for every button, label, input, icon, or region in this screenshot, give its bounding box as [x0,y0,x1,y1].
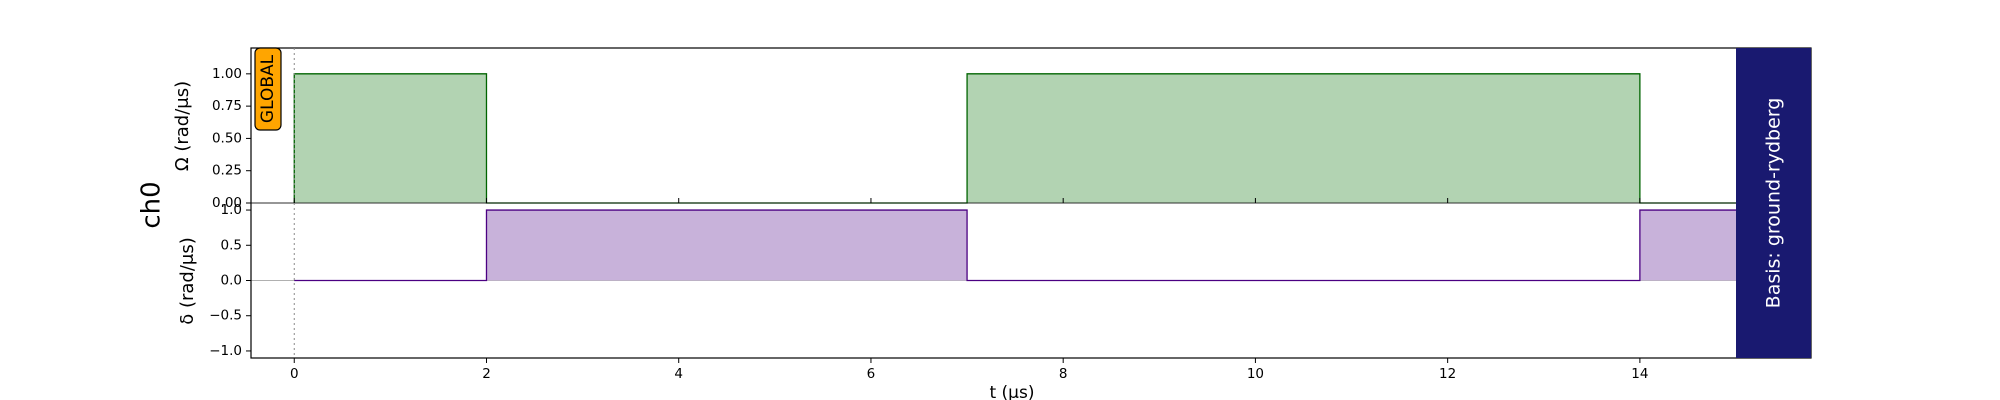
x-axis-label: t (μs) [989,383,1034,400]
x-axis-ticks: 0 2 4 6 8 10 12 14 [290,198,1648,382]
delta-area [294,210,1736,281]
omega-subplot: 0.00 0.25 0.50 0.75 1.00 [212,66,1736,211]
delta-series-line [294,209,1736,282]
delta-y-tick-label: −0.5 [209,308,242,324]
delta-y-tick-label: 0.5 [221,237,242,253]
omega-y-tick-label: 0.75 [212,98,242,114]
omega-axis-label: Ω (rad/μs) [172,81,193,171]
delta-subplot: 1.0 0.5 0.0 −0.5 −1.0 [209,202,1736,359]
delta-y-tick-label: −1.0 [209,343,242,359]
x-tick-label: 8 [1059,366,1068,382]
delta-y-tick-label: 0.0 [221,273,242,289]
x-tick-label: 6 [867,366,876,382]
delta-axis-label: δ (rad/μs) [177,237,198,325]
delta-y-tick-label: 1.0 [221,202,242,218]
channel-label: ch0 [137,181,167,228]
omega-y-tick-label: 1.00 [212,66,242,82]
x-tick-label: 12 [1439,366,1456,382]
x-tick-label: 2 [482,366,491,382]
x-tick-label: 10 [1247,366,1264,382]
x-tick-label: 14 [1631,366,1648,382]
global-badge [254,47,282,131]
omega-y-tick-label: 0.25 [212,163,242,179]
x-tick-label: 4 [674,366,683,382]
x-tick-label: 0 [290,366,299,382]
omega-area [294,73,1736,203]
omega-y-tick-label: 0.50 [212,130,242,146]
basis-label: Basis: ground-rydberg [1763,98,1785,309]
omega-y-tick-label: 0.00 [212,195,242,211]
global-badge-label: GLOBAL [258,54,278,123]
basis-panel [1736,48,1811,358]
